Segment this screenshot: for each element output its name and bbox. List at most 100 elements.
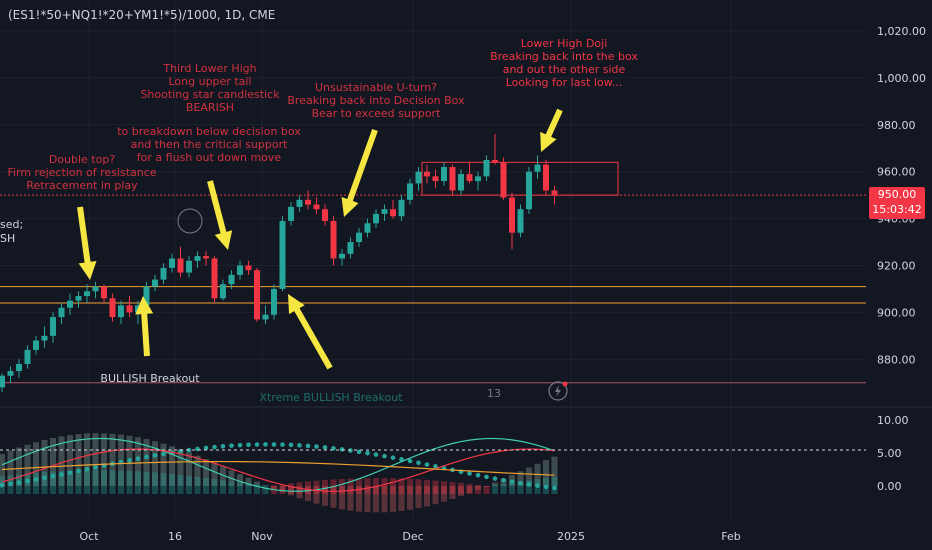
histogram-bar [271, 486, 277, 489]
candle-body [50, 317, 56, 336]
histogram-bar [152, 441, 158, 486]
candle-body [492, 159, 498, 163]
histogram-bar [322, 479, 328, 494]
histogram-bar [543, 460, 549, 486]
time-tick: Nov [251, 530, 273, 543]
histogram-bar [262, 485, 269, 487]
signal-dot [93, 465, 98, 470]
signal-dot [339, 447, 345, 452]
histogram-bar [466, 486, 473, 493]
histogram-bar [262, 485, 269, 494]
candle-body [339, 253, 345, 259]
candle-body [152, 279, 158, 287]
candle-body [101, 286, 107, 299]
signal-dot [475, 472, 481, 478]
signal-dot [305, 443, 311, 449]
signal-dot [263, 442, 268, 447]
candle-body [126, 305, 133, 313]
candle-body [143, 286, 150, 306]
candle-body [407, 183, 413, 200]
candle-body [398, 199, 405, 217]
histogram-bar [483, 486, 490, 487]
histogram-bar [305, 486, 311, 502]
countdown: 15:03:42 [872, 203, 922, 216]
histogram-bar [424, 479, 430, 494]
signal-dot [76, 468, 81, 474]
signal-dot [501, 477, 506, 483]
signal-dot [42, 475, 47, 481]
lightning-icon[interactable] [548, 381, 568, 401]
histogram-bar [279, 486, 286, 493]
histogram-bar [58, 470, 65, 494]
annotation-arrow [207, 180, 233, 250]
arrows [77, 108, 563, 370]
osc-tick: 0.00 [877, 480, 902, 493]
svg-text:and out the other side: and out the other side [503, 63, 626, 76]
candle-body [458, 174, 464, 191]
histogram-bar [126, 470, 133, 494]
histogram-bar [220, 466, 226, 486]
signal-dot [229, 443, 234, 448]
histogram-bar [424, 486, 430, 507]
histogram-bar [24, 444, 31, 486]
histogram-bar [92, 433, 99, 486]
signal-dot [84, 466, 90, 472]
candle-body [262, 314, 269, 320]
signal-dot [518, 480, 523, 486]
histogram-bar [211, 462, 218, 486]
signal-dot [144, 454, 149, 460]
histogram-bar [254, 481, 260, 486]
bar-count-label: 13 [487, 387, 501, 400]
signal-dot [288, 442, 294, 448]
histogram-bar [169, 446, 175, 486]
histogram-bar [517, 481, 524, 494]
signal-dot [314, 444, 319, 449]
histogram-bar [279, 484, 286, 494]
oscillator-axis: 10.00 5.00 0.00 [877, 414, 909, 493]
histogram-bar [203, 459, 209, 486]
candle-body [7, 371, 14, 376]
svg-text:BEARISH: BEARISH [186, 101, 234, 114]
candle-body [33, 340, 39, 350]
candle-body [551, 190, 558, 196]
signal-dot [16, 480, 22, 485]
histogram-bar [364, 478, 371, 494]
candle-body [84, 291, 90, 296]
annotation-u-turn: Unsustainable U-turn? Breaking back into… [287, 81, 465, 120]
histogram-bar [347, 486, 354, 511]
time-axis: Oct 16 Nov Dec 2025 Feb [79, 530, 740, 543]
histogram-bar [305, 481, 311, 494]
signal-dot [280, 442, 285, 447]
histogram-bar [551, 456, 558, 486]
candles [0, 134, 558, 393]
candle-body [364, 223, 371, 233]
time-tick: 2025 [557, 530, 585, 543]
signal-dot [356, 449, 362, 455]
candle-body [169, 258, 175, 268]
signal-dot [161, 451, 166, 457]
candle-body [254, 270, 260, 320]
candle-body [203, 256, 209, 259]
svg-text:Third Lower High: Third Lower High [162, 62, 256, 75]
candle-body [41, 335, 48, 341]
symbol-title: (ES1!*50+NQ1!*20+YM1!*5)/1000, 1D, CME [8, 8, 276, 22]
candle-body [526, 171, 532, 210]
histogram-bar [194, 455, 201, 486]
histogram-bar [441, 486, 447, 502]
histogram-bar [390, 478, 396, 494]
signal-dot [220, 444, 226, 449]
histogram-bar [16, 447, 22, 486]
svg-text:Unsustainable U-turn?: Unsustainable U-turn? [315, 81, 437, 94]
histogram-bar [483, 485, 490, 494]
histogram-bar [458, 486, 464, 497]
signal-dot [237, 442, 243, 448]
histogram-bar [509, 482, 515, 494]
histogram-bar [84, 470, 90, 494]
bullish-breakout-label: BULLISH Breakout [100, 372, 200, 385]
annotation-arrow [135, 296, 154, 357]
signal-dot [195, 446, 200, 452]
osc-tick: 5.00 [877, 447, 902, 460]
histogram-bar [381, 478, 388, 494]
histogram-bar [41, 472, 48, 494]
